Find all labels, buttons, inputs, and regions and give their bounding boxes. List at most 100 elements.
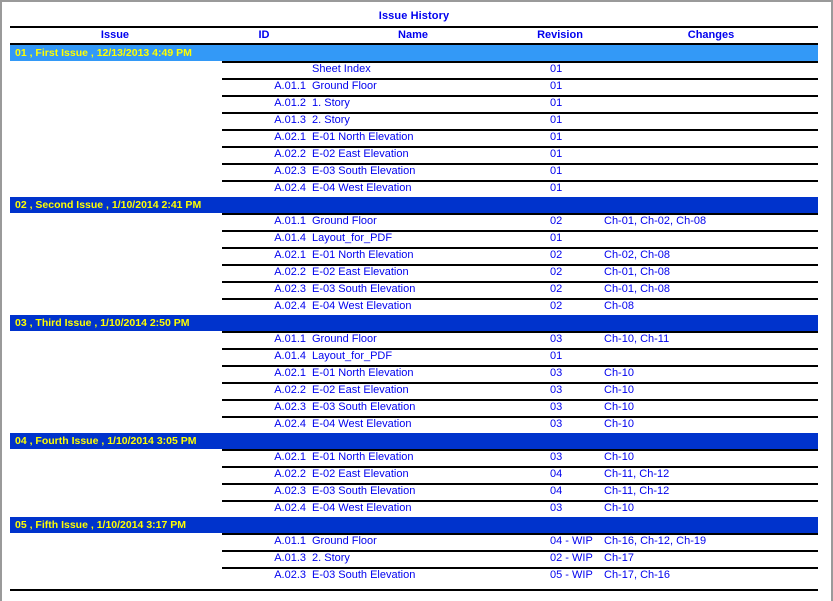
- table-row[interactable]: A.01.4 Layout_for_PDF 01: [10, 230, 818, 247]
- table-row[interactable]: A.01.2 1. Story 01: [10, 95, 818, 112]
- issue-group-header[interactable]: 01 , First Issue , 12/13/2013 4:49 PM: [10, 45, 818, 61]
- sheet-revision: 02: [550, 249, 563, 261]
- sheet-revision: 01: [550, 350, 563, 362]
- sheet-revision: 01: [550, 114, 563, 126]
- row-divider: [222, 331, 818, 333]
- table-row[interactable]: A.02.3 E-03 South Elevation 02 Ch-01, Ch-08: [10, 281, 818, 298]
- table-row[interactable]: A.01.1 Ground Floor 02 Ch-01, Ch-02, Ch-08: [10, 213, 818, 230]
- table-row[interactable]: A.01.1 Ground Floor 01: [10, 78, 818, 95]
- table-row[interactable]: A.01.3 2. Story 01: [10, 112, 818, 129]
- sheet-name: E-01 North Elevation: [312, 451, 414, 463]
- sheet-revision: 01: [550, 80, 563, 92]
- sheet-name: E-01 North Elevation: [312, 249, 414, 261]
- row-divider: [222, 281, 818, 283]
- table-row[interactable]: A.02.3 E-03 South Elevation 03 Ch-10: [10, 399, 818, 416]
- sheet-name: Sheet Index: [312, 63, 371, 75]
- table-row[interactable]: A.02.2 E-02 East Elevation 04 Ch-11, Ch-12: [10, 466, 818, 483]
- table-row[interactable]: A.02.4 E-04 West Elevation 02 Ch-08: [10, 298, 818, 315]
- sheet-changes: Ch-16, Ch-12, Ch-19: [604, 535, 707, 547]
- sheet-changes: Ch-10: [604, 502, 634, 514]
- sheet-changes: [604, 146, 818, 163]
- sheet-id: A.01.4: [274, 232, 306, 244]
- title-divider: [10, 26, 818, 28]
- row-divider: [222, 550, 818, 552]
- issue-group-header[interactable]: 03 , Third Issue , 1/10/2014 2:50 PM: [10, 315, 818, 331]
- sheet-id: A.02.2: [274, 266, 306, 278]
- sheet-name: E-02 East Elevation: [312, 468, 409, 480]
- sheet-changes: Ch-10: [604, 384, 634, 396]
- row-divider: [222, 382, 818, 384]
- sheet-id: A.01.1: [274, 535, 306, 547]
- column-header-id: ID: [258, 29, 270, 41]
- sheet-changes: Ch-10: [604, 367, 634, 379]
- table-row[interactable]: A.01.4 Layout_for_PDF 01: [10, 348, 818, 365]
- sheet-name: E-03 South Elevation: [312, 485, 416, 497]
- table-row[interactable]: A.02.3 E-03 South Elevation 01: [10, 163, 818, 180]
- sheet-changes: Ch-01, Ch-08: [604, 283, 671, 295]
- sheet-revision: 03: [550, 418, 563, 430]
- sheet-revision: 03: [550, 401, 563, 413]
- table-row[interactable]: A.02.4 E-04 West Elevation 03 Ch-10: [10, 416, 818, 433]
- sheet-name: E-03 South Elevation: [312, 569, 416, 581]
- row-divider: [222, 61, 818, 63]
- sheet-revision: 04: [550, 485, 563, 497]
- issue-group-header[interactable]: 04 , Fourth Issue , 1/10/2014 3:05 PM: [10, 433, 818, 449]
- row-divider: [222, 567, 818, 569]
- sheet-changes: Ch-10: [604, 418, 634, 430]
- sheet-changes: Ch-08: [604, 300, 634, 312]
- sheet-revision: 02: [550, 283, 563, 295]
- table-row[interactable]: A.02.1 E-01 North Elevation 03 Ch-10: [10, 365, 818, 382]
- sheet-revision: 02: [550, 266, 563, 278]
- sheet-name: E-01 North Elevation: [312, 131, 414, 143]
- row-divider: [222, 78, 818, 80]
- sheet-name: E-01 North Elevation: [312, 367, 414, 379]
- sheet-name: Layout_for_PDF: [312, 350, 393, 362]
- row-divider: [222, 533, 818, 535]
- sheet-revision: 03: [550, 384, 563, 396]
- sheet-changes: Ch-11, Ch-12: [604, 468, 670, 480]
- column-header-revision: Revision: [537, 29, 583, 41]
- row-divider: [222, 365, 818, 367]
- sheet-revision: 04: [550, 468, 563, 480]
- table-row[interactable]: A.02.2 E-02 East Elevation 01: [10, 146, 818, 163]
- table-row[interactable]: A.02.2 E-02 East Elevation 03 Ch-10: [10, 382, 818, 399]
- table-row[interactable]: A.02.1 E-01 North Elevation 03 Ch-10: [10, 449, 818, 466]
- sheet-changes: [604, 112, 818, 129]
- table-row[interactable]: A.02.2 E-02 East Elevation 02 Ch-01, Ch-08: [10, 264, 818, 281]
- table-row[interactable]: Sheet Index 01: [10, 61, 818, 78]
- row-divider: [222, 112, 818, 114]
- table-row[interactable]: A.02.1 E-01 North Elevation 02 Ch-02, Ch-08: [10, 247, 818, 264]
- sheet-id: A.02.3: [274, 401, 306, 413]
- table-row[interactable]: A.01.1 Ground Floor 03 Ch-10, Ch-11: [10, 331, 818, 348]
- table-row[interactable]: A.02.4 E-04 West Elevation 01: [10, 180, 818, 197]
- sheet-revision: 03: [550, 502, 563, 514]
- sheet-changes: Ch-17, Ch-16: [604, 569, 671, 581]
- table-row[interactable]: A.02.1 E-01 North Elevation 01: [10, 129, 818, 146]
- sheet-revision: 01: [550, 232, 563, 244]
- table-row[interactable]: A.02.4 E-04 West Elevation 03 Ch-10: [10, 500, 818, 517]
- issue-group-header[interactable]: 05 , Fifth Issue , 1/10/2014 3:17 PM: [10, 517, 818, 533]
- sheet-id: A.01.2: [274, 97, 306, 109]
- table-row[interactable]: A.02.3 E-03 South Elevation 05 - WIP Ch-17,…: [10, 567, 818, 584]
- sheet-changes: Ch-02, Ch-08: [604, 249, 671, 261]
- issue-group-header[interactable]: 02 , Second Issue , 1/10/2014 2:41 PM: [10, 197, 818, 213]
- column-header-name: Name: [398, 29, 428, 41]
- sheet-id: A.02.4: [274, 418, 306, 430]
- sheet-name: E-04 West Elevation: [312, 182, 412, 194]
- row-divider: [222, 180, 818, 182]
- sheet-id: A.02.3: [274, 569, 306, 581]
- sheet-id: A.02.3: [274, 283, 306, 295]
- row-divider: [222, 146, 818, 148]
- table-row[interactable]: A.01.1 Ground Floor 04 - WIP Ch-16, Ch-12, …: [10, 533, 818, 550]
- sheet-id: A.02.1: [274, 367, 306, 379]
- sheet-changes: [604, 230, 818, 247]
- table-row[interactable]: A.01.3 2. Story 02 - WIP Ch-17: [10, 550, 818, 567]
- row-divider: [222, 466, 818, 468]
- sheet-name: E-03 South Elevation: [312, 283, 416, 295]
- sheet-id: [222, 61, 306, 78]
- sheet-revision: 05 - WIP: [550, 569, 593, 581]
- sheet-changes: Ch-01, Ch-02, Ch-08: [604, 215, 707, 227]
- page-border-top: [0, 0, 833, 2]
- sheet-changes: Ch-17: [604, 552, 634, 564]
- table-row[interactable]: A.02.3 E-03 South Elevation 04 Ch-11, Ch-12: [10, 483, 818, 500]
